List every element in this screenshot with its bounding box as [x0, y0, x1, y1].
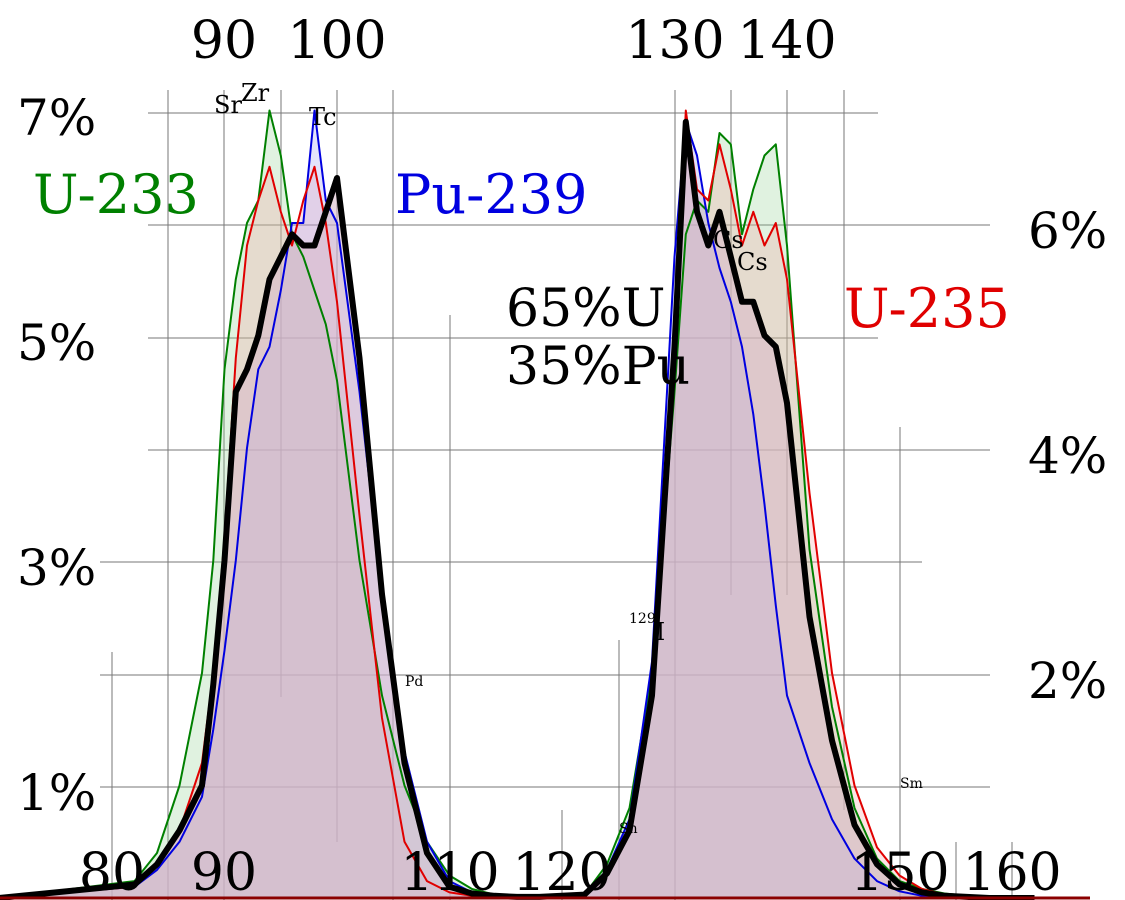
- mixture-label-u: 65%U: [506, 279, 665, 339]
- line-mix: [0, 118, 1035, 900]
- x-tick-bottom: 110: [400, 843, 499, 900]
- y-ticks-right: 6% 4% 2%: [1028, 202, 1107, 710]
- element-labels: Sr Zr Tc Pd Sn 129I Cs Cs Sm: [214, 79, 923, 837]
- series-lines: [0, 109, 1035, 900]
- area-mix: [0, 121, 1035, 898]
- series-labels: U-233 Pu-239 U-235: [33, 163, 1010, 340]
- element-label-pd: Pd: [405, 674, 423, 690]
- x-tick-top: 140: [737, 11, 836, 71]
- y-tick-left: 3%: [17, 539, 96, 597]
- element-label-sm: Sm: [900, 776, 923, 792]
- line-pu239: [0, 109, 1035, 899]
- series-label-u233: U-233: [33, 163, 199, 226]
- y-tick-right: 6%: [1028, 202, 1107, 260]
- y-ticks-left: 7% 5% 3% 1%: [17, 89, 96, 822]
- y-tick-left: 1%: [17, 764, 96, 822]
- x-tick-bottom: 160: [962, 843, 1061, 900]
- x-tick-top: 100: [287, 11, 386, 71]
- y-tick-right: 2%: [1028, 652, 1107, 710]
- x-ticks-bottom: 80 90 110 120 150 160: [79, 843, 1062, 900]
- area-pu239: [0, 110, 1035, 898]
- x-tick-top: 90: [191, 11, 257, 71]
- y-tick-left: 5%: [17, 314, 96, 372]
- y-tick-left: 7%: [17, 89, 96, 147]
- element-label-i129: 129I: [629, 611, 665, 646]
- element-label-tc: Tc: [309, 103, 337, 131]
- mixture-label-pu: 35%Pu: [506, 337, 690, 397]
- x-ticks-top: 90 100 130 140: [191, 11, 837, 71]
- element-label-cs: Cs: [713, 226, 744, 254]
- area-u235: [0, 110, 1035, 898]
- element-label-zr: Zr: [241, 79, 270, 107]
- series-areas: [0, 110, 1035, 898]
- mixture-label: 65%U 35%Pu: [506, 279, 690, 397]
- x-tick-bottom: 90: [191, 843, 257, 900]
- x-tick-bottom: 80: [79, 843, 145, 900]
- series-label-pu239: Pu-239: [395, 163, 587, 226]
- x-tick-bottom: 120: [512, 843, 611, 900]
- element-label-sr: Sr: [214, 91, 242, 119]
- series-label-u235: U-235: [844, 277, 1010, 340]
- line-u235: [0, 109, 1035, 899]
- x-tick-top: 130: [625, 11, 724, 71]
- element-label-sn: Sn: [619, 821, 638, 837]
- area-u233: [0, 110, 1035, 898]
- element-label-cs: Cs: [737, 248, 768, 276]
- x-tick-bottom: 150: [850, 843, 949, 900]
- y-tick-right: 4%: [1028, 427, 1107, 485]
- line-u233: [0, 109, 1035, 899]
